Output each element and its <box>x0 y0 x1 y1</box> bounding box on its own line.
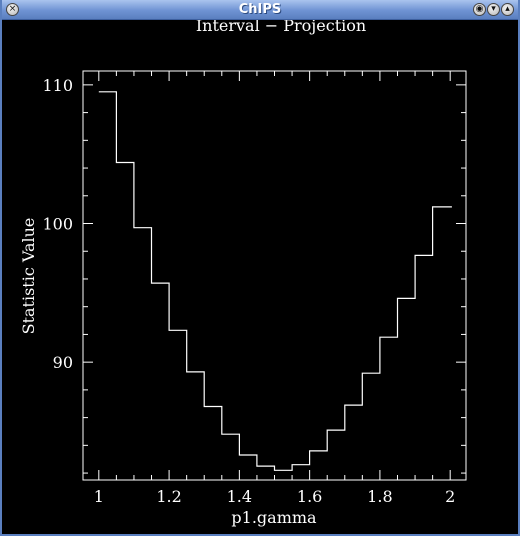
close-icon[interactable]: × <box>6 3 19 16</box>
y-tick-label: 110 <box>42 76 73 95</box>
x-tick-label: 1 <box>94 487 104 506</box>
x-tick-label: 1.6 <box>297 487 322 506</box>
x-tick-label: 1.2 <box>156 487 181 506</box>
axis-ticks <box>83 71 466 480</box>
x-tick-label: 1.4 <box>227 487 252 506</box>
chart-title: Interval − Projection <box>196 20 366 35</box>
tick-labels: 1 1.2 1.4 1.6 1.8 2 90 100 110 <box>42 76 455 506</box>
maximize-icon[interactable]: ▴ <box>501 3 514 16</box>
y-axis-label: Statistic Value <box>19 218 38 335</box>
shade-icon[interactable]: ◉ <box>473 3 486 16</box>
y-tick-label: 90 <box>53 353 73 372</box>
statistic-step-curve <box>98 91 452 471</box>
x-tick-label: 2 <box>445 487 455 506</box>
y-tick-label: 100 <box>42 215 73 234</box>
plot-frame <box>82 70 467 481</box>
x-tick-label: 1.8 <box>367 487 392 506</box>
x-axis-label: p1.gamma <box>231 508 317 527</box>
projection-plot: Interval − Projection p1.gamma Statistic… <box>19 20 467 527</box>
window-title: ChIPS <box>238 2 282 17</box>
title-bar[interactable]: × ChIPS ◉ ▾ ▴ <box>2 0 518 20</box>
minimize-icon[interactable]: ▾ <box>487 3 500 16</box>
